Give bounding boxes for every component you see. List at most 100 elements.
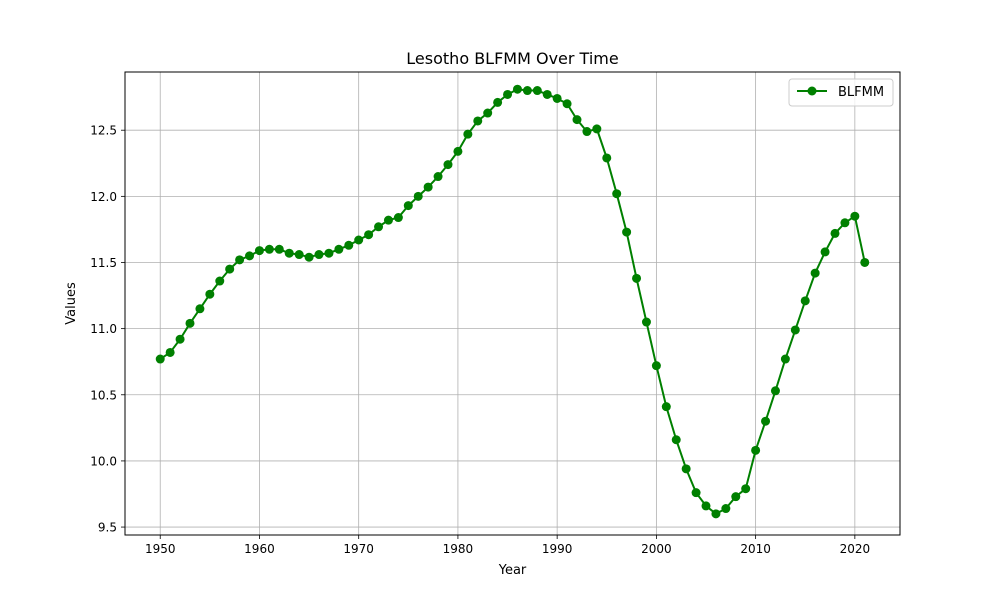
- data-point: [215, 276, 225, 286]
- data-point: [552, 93, 562, 103]
- data-point: [453, 146, 463, 156]
- data-point: [542, 89, 552, 99]
- data-point: [254, 246, 264, 256]
- data-point: [364, 230, 374, 240]
- x-tick-label: 2010: [740, 542, 771, 556]
- y-tick-label: 12.0: [90, 190, 117, 204]
- data-point: [780, 354, 790, 364]
- data-point: [235, 255, 245, 265]
- data-point: [205, 289, 215, 299]
- data-point: [770, 386, 780, 396]
- legend-box: [788, 78, 894, 107]
- data-point: [274, 244, 284, 254]
- y-tick-label: 10.5: [90, 388, 117, 402]
- data-point: [423, 182, 433, 192]
- data-point: [641, 317, 651, 327]
- data-point: [751, 445, 761, 455]
- x-tick-label: 2000: [641, 542, 672, 556]
- y-tick-label: 11.5: [90, 256, 117, 270]
- x-tick-label: 1990: [542, 542, 573, 556]
- data-point: [393, 213, 403, 223]
- data-point: [383, 215, 393, 225]
- data-point: [245, 251, 255, 261]
- data-point: [264, 244, 274, 254]
- data-point: [820, 247, 830, 257]
- data-point: [622, 227, 632, 237]
- data-point: [830, 228, 840, 238]
- y-tick-label: 9.5: [98, 521, 117, 535]
- data-point: [532, 86, 542, 96]
- data-point: [195, 304, 205, 314]
- data-point: [840, 218, 850, 228]
- data-point: [661, 402, 671, 412]
- data-point: [721, 504, 731, 514]
- data-point: [592, 124, 602, 134]
- y-tick-label: 12.5: [90, 124, 117, 138]
- data-point: [344, 240, 354, 250]
- data-point: [651, 361, 661, 371]
- x-tick-label: 1960: [244, 542, 275, 556]
- plot-frame: [124, 71, 901, 536]
- data-point: [731, 492, 741, 502]
- data-point: [294, 250, 304, 260]
- data-point: [284, 248, 294, 258]
- data-point: [512, 84, 522, 94]
- y-axis-label: Values: [64, 282, 79, 325]
- y-tick-label: 10.0: [90, 454, 117, 468]
- data-point: [741, 484, 751, 494]
- data-point: [711, 509, 721, 519]
- data-point: [582, 127, 592, 137]
- data-point: [483, 108, 493, 118]
- y-axis-ticks: 9.5 10.0 10.5 11.0 11.5 12.0 12.5: [90, 124, 125, 535]
- data-point: [354, 235, 364, 245]
- data-point: [691, 488, 701, 498]
- data-point: [761, 416, 771, 426]
- data-point: [860, 257, 870, 267]
- data-point: [522, 86, 532, 96]
- data-point: [433, 172, 443, 182]
- data-point: [572, 115, 582, 125]
- data-point: [602, 153, 612, 163]
- series-layer: [155, 84, 870, 519]
- x-axis-ticks: 1950 1960 1970 1980 1990 2000 2010 2020: [145, 535, 870, 556]
- data-point: [493, 97, 503, 107]
- data-point: [800, 296, 810, 306]
- data-point: [790, 325, 800, 335]
- data-point: [503, 89, 513, 99]
- data-point: [324, 248, 334, 258]
- data-point: [671, 435, 681, 445]
- x-tick-label: 1980: [443, 542, 474, 556]
- data-point: [443, 160, 453, 170]
- legend-label: BLFMM: [838, 85, 884, 100]
- data-point: [185, 318, 195, 328]
- chart-title: Lesotho BLFMM Over Time: [406, 49, 618, 68]
- data-point: [681, 464, 691, 474]
- legend-marker-swatch: [807, 86, 817, 96]
- y-tick-label: 11.0: [90, 322, 117, 336]
- data-point: [155, 354, 165, 364]
- data-point: [612, 189, 622, 199]
- data-point: [810, 268, 820, 278]
- data-point: [463, 129, 473, 139]
- data-point: [334, 244, 344, 254]
- data-point: [175, 334, 185, 344]
- x-axis-label: Year: [498, 563, 527, 578]
- data-point: [562, 99, 572, 109]
- x-tick-label: 1950: [145, 542, 176, 556]
- data-point: [473, 116, 483, 126]
- grid-lines: [125, 72, 900, 535]
- x-tick-label: 2020: [840, 542, 871, 556]
- data-point: [403, 201, 413, 211]
- legend: BLFMM: [788, 78, 894, 107]
- data-point: [632, 273, 642, 283]
- data-point: [701, 501, 711, 511]
- data-point: [165, 347, 175, 357]
- data-point: [850, 211, 860, 221]
- data-point: [225, 264, 235, 274]
- data-point: [413, 191, 423, 201]
- data-point: [314, 250, 324, 260]
- data-point: [374, 222, 384, 232]
- data-point: [304, 252, 314, 262]
- x-tick-label: 1970: [343, 542, 374, 556]
